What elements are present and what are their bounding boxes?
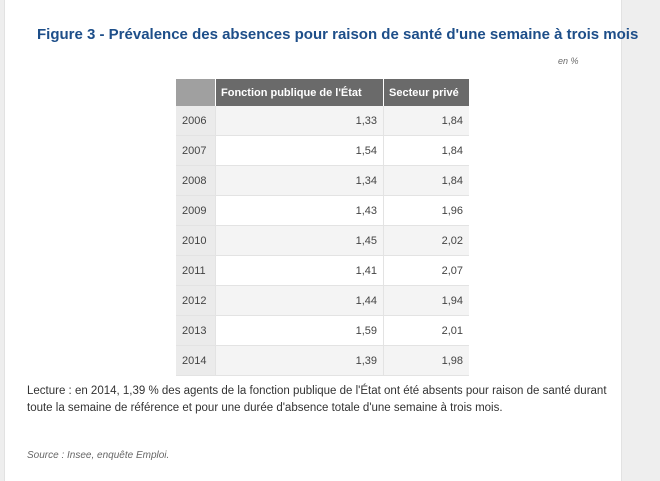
fpe-value-cell: 1,43 [215,195,384,226]
table-row: 2007 1,54 1,84 [176,135,469,166]
prive-value-cell: 1,84 [383,106,469,136]
fpe-value-cell: 1,54 [215,135,384,166]
source-note: Source : Insee, enquête Emploi. [27,450,170,461]
fpe-value-cell: 1,33 [215,106,384,136]
column-header-fpe: Fonction publique de l'État [215,79,384,106]
prive-value-cell: 2,01 [383,315,469,346]
prive-value-cell: 1,84 [383,165,469,196]
figure-card: Figure 3 - Prévalence des absences pour … [4,0,638,481]
fpe-value-cell: 1,44 [215,285,384,316]
figure-title: Figure 3 - Prévalence des absences pour … [37,26,639,43]
fpe-value-cell: 1,39 [215,345,384,376]
prive-value-cell: 2,02 [383,225,469,256]
fpe-value-cell: 1,41 [215,255,384,286]
table-body: 2006 1,33 1,84 2007 1,54 1,84 2008 1,34 1,84 2009… [176,106,469,376]
reading-note: Lecture : en 2014, 1,39 % des agents de … [27,385,607,414]
row-year-cell: 2013 [176,315,216,346]
table-header-row: Fonction publique de l'État Secteur priv… [176,79,469,106]
data-table: Fonction publique de l'État Secteur priv… [176,79,469,376]
row-year-cell: 2012 [176,285,216,316]
table-row: 2013 1,59 2,01 [176,315,469,346]
row-year-cell: 2009 [176,195,216,226]
row-year-cell: 2010 [176,225,216,256]
prive-value-cell: 1,98 [383,345,469,376]
prive-value-cell: 1,84 [383,135,469,166]
table-row: 2014 1,39 1,98 [176,345,469,376]
table-row: 2008 1,34 1,84 [176,165,469,196]
table-corner-cell [176,79,216,106]
table-row: 2011 1,41 2,07 [176,255,469,286]
table-row: 2006 1,33 1,84 [176,106,469,136]
row-year-cell: 2006 [176,106,216,136]
prive-value-cell: 1,94 [383,285,469,316]
row-year-cell: 2007 [176,135,216,166]
row-year-cell: 2008 [176,165,216,196]
column-header-prive: Secteur privé [383,79,469,106]
unit-label: en % [558,56,579,66]
prive-value-cell: 1,96 [383,195,469,226]
fpe-value-cell: 1,34 [215,165,384,196]
fpe-value-cell: 1,45 [215,225,384,256]
row-year-cell: 2011 [176,255,216,286]
row-year-cell: 2014 [176,345,216,376]
table-row: 2009 1,43 1,96 [176,195,469,226]
table-row: 2010 1,45 2,02 [176,225,469,256]
table-row: 2012 1,44 1,94 [176,285,469,316]
prive-value-cell: 2,07 [383,255,469,286]
fpe-value-cell: 1,59 [215,315,384,346]
